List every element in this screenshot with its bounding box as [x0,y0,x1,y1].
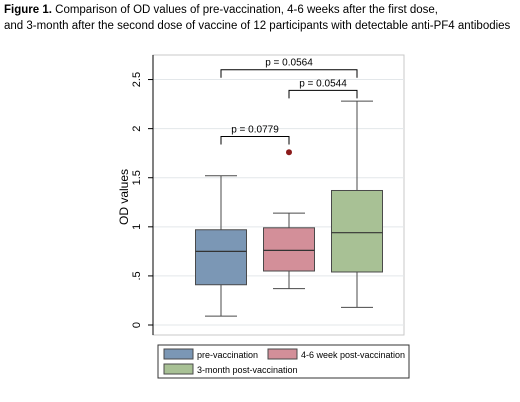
legend-swatch [163,348,194,360]
y-axis-title: OD values [117,169,131,225]
outlier-point [286,149,292,156]
significance-annotations: p = 0.0779 p = 0.0564 p = 0.0544 [220,58,358,145]
bracket-line [220,135,290,145]
caption-label: Figure 1. [4,4,52,16]
y-tick-label: 0 [131,322,143,328]
box-3 [331,100,383,308]
legend-swatch [267,348,298,360]
box-iqr [331,189,383,273]
caption-line-1: Comparison of OD values of pre-vaccinati… [51,4,439,16]
box-iqr [263,227,315,272]
bracket-line [220,69,358,78]
legend-swatch [163,363,194,375]
p-value-bracket-3: p = 0.0544 [288,78,358,99]
y-tick-label: 2.5 [131,72,143,87]
y-tick-label: 2 [131,126,143,132]
box-2 [263,149,315,290]
y-tick-label: 1 [131,224,143,230]
legend-entry-3: 3-month post-vaccination [163,363,298,375]
bracket-line [288,89,358,99]
p-value-label: p = 0.0544 [299,78,347,89]
boxes [195,100,383,317]
p-value-label: p = 0.0779 [231,124,279,135]
box-1 [195,175,247,317]
legend: pre-vaccination 4-6 week post-vaccination… [157,344,410,379]
p-value-bracket-2: p = 0.0564 [220,58,358,78]
legend-entry-1: pre-vaccination [163,348,258,360]
legend-label: 4-6 week post-vaccination [301,350,405,360]
caption-line-2: and 3-month after the second dose of vac… [4,20,511,32]
legend-label: 3-month post-vaccination [197,365,298,375]
figure-caption: Figure 1. Comparison of OD values of pre… [4,2,518,34]
y-tick-label: 1.5 [131,170,143,185]
p-value-label: p = 0.0564 [265,58,313,69]
legend-entry-2: 4-6 week post-vaccination [267,348,405,360]
y-tick-label: .5 [131,271,143,280]
p-value-bracket-1: p = 0.0779 [220,124,290,145]
box-iqr [195,229,247,286]
legend-label: pre-vaccination [197,350,258,360]
y-axis: 0 .5 1 1.5 2 2.5 OD values [117,55,154,335]
